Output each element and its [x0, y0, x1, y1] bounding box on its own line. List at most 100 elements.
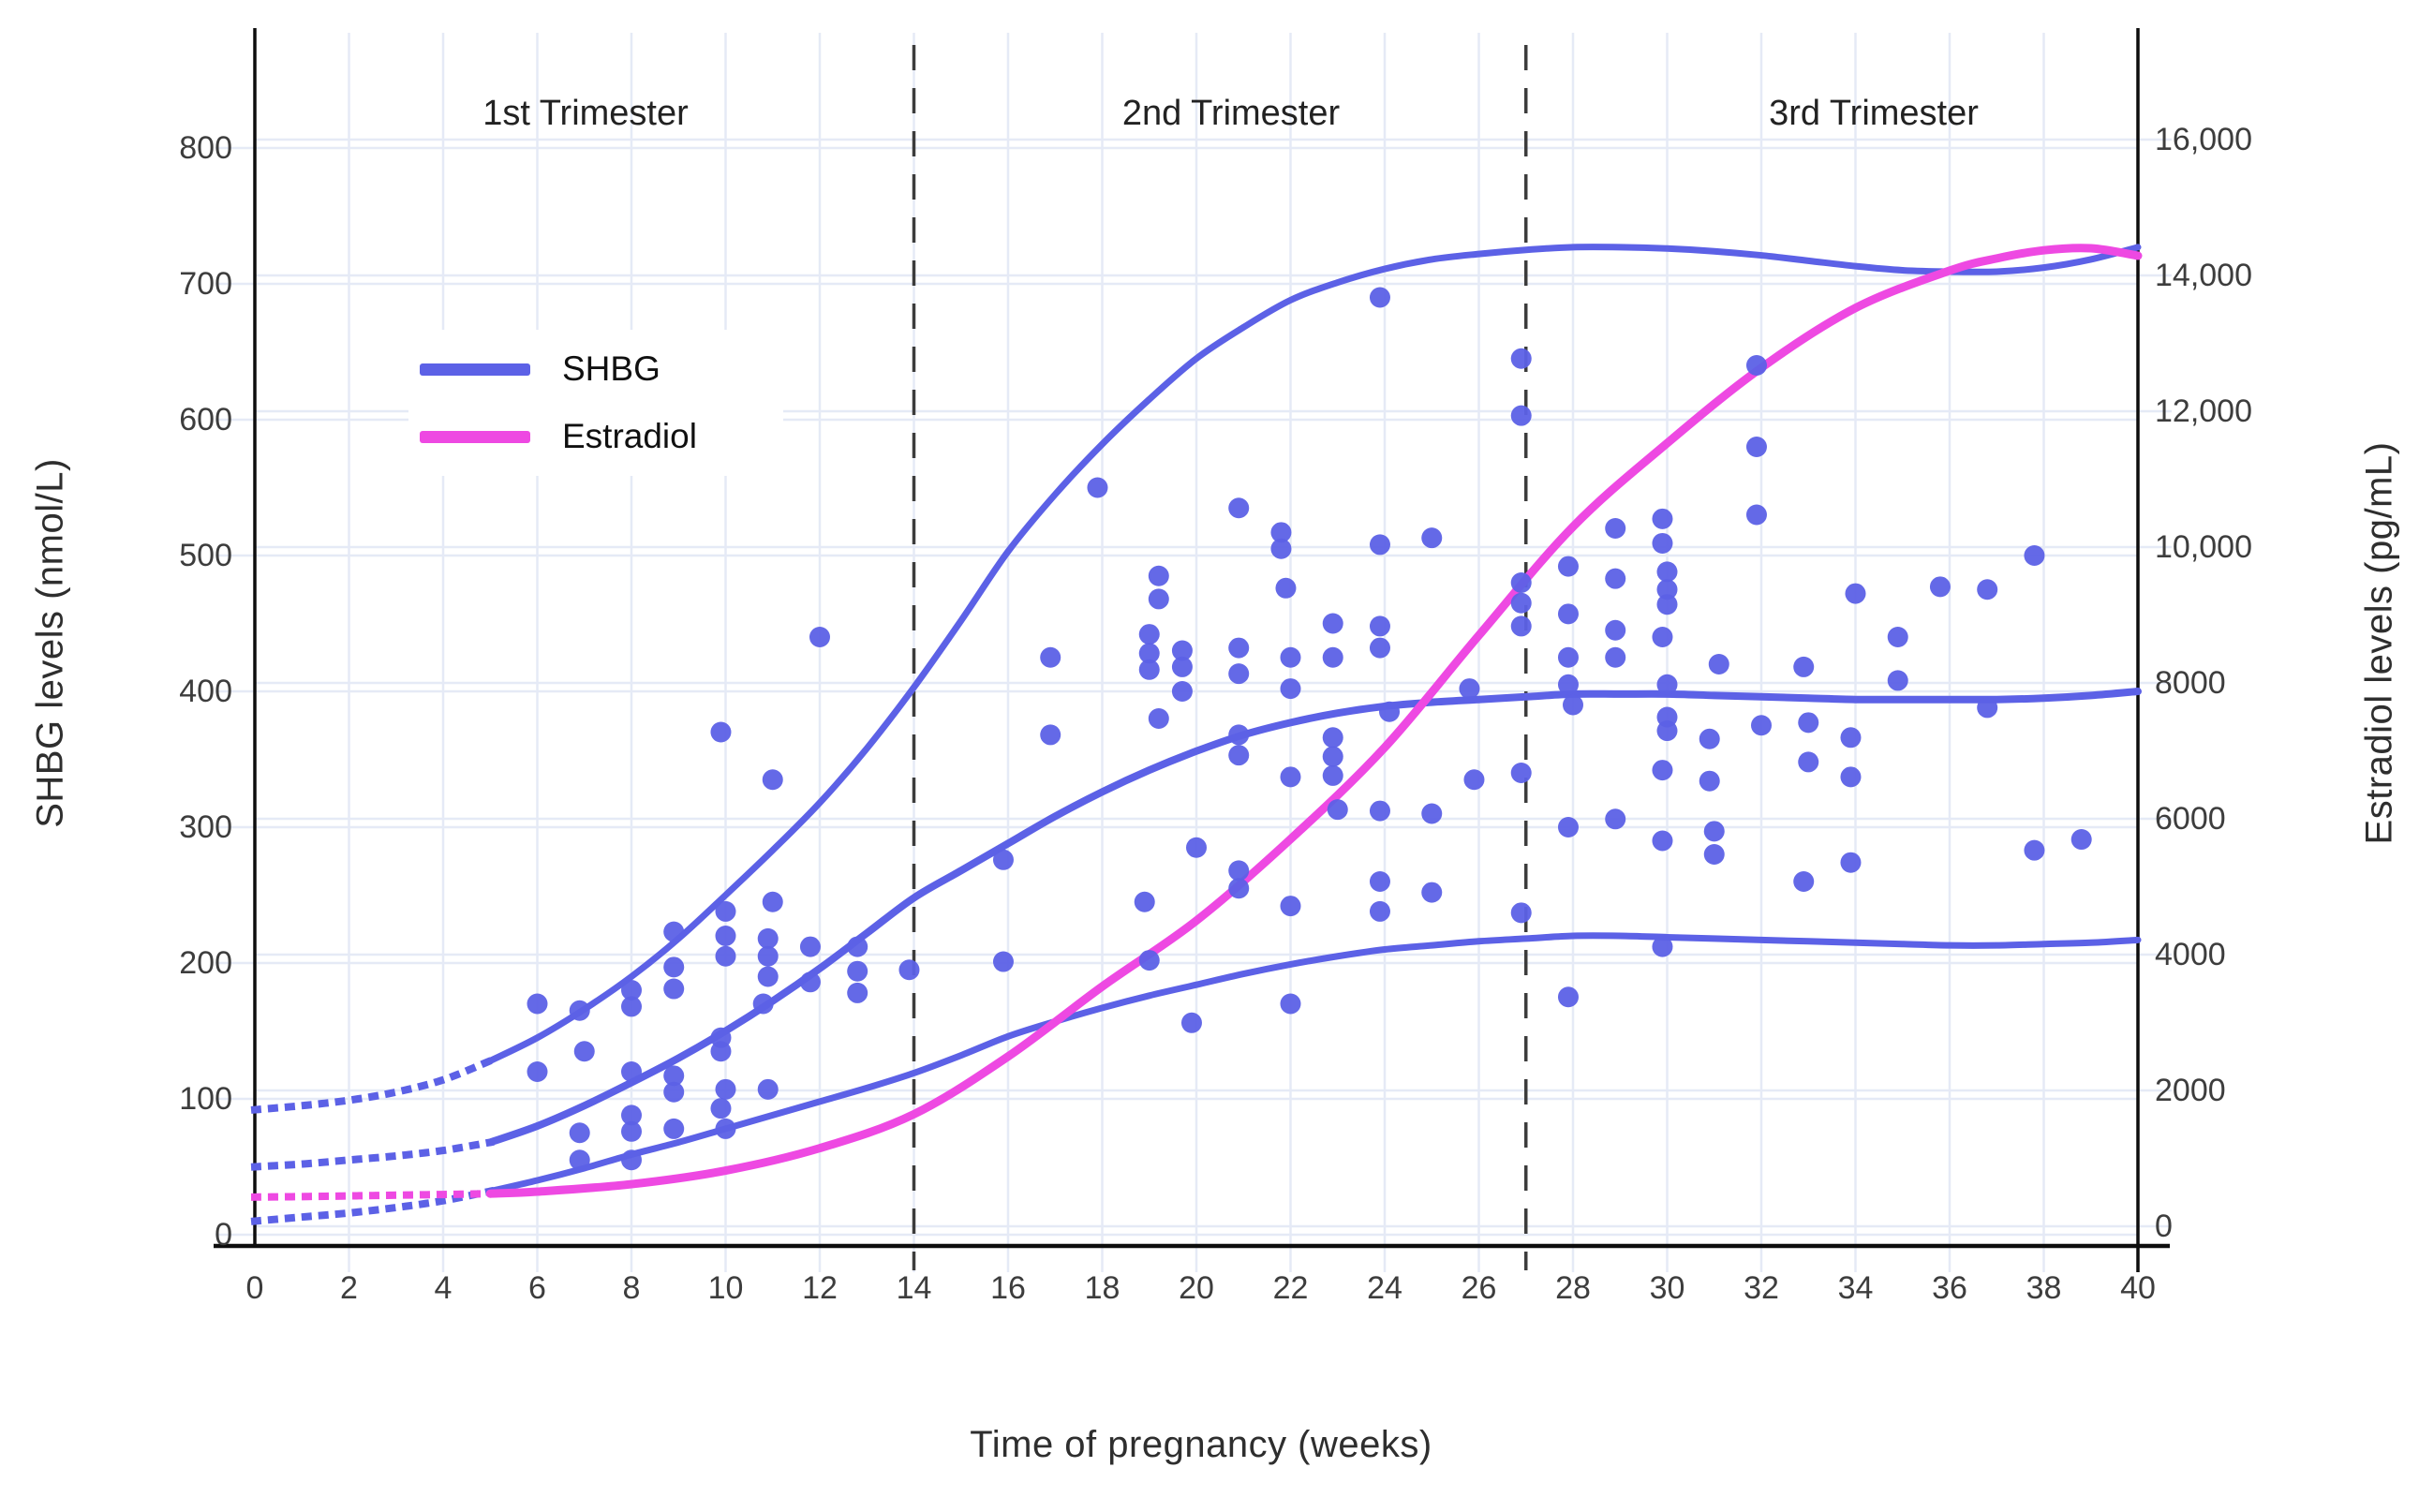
scatter-point: [1745, 504, 1767, 526]
series-shbg_median: [486, 688, 2142, 1147]
series-shbg_upper_percentile_dotted: [250, 1056, 496, 1114]
series-shbg_median_dotted: [250, 1137, 495, 1171]
x-tick-label: 38: [2026, 1270, 2062, 1306]
scatter-point: [1379, 701, 1401, 722]
trimester-1-label: 1st Trimester: [482, 94, 689, 133]
scatter-point: [1270, 538, 1292, 559]
scatter-point: [1652, 760, 1673, 781]
scatter-point: [1322, 613, 1343, 634]
y-right-tick-label: 2000: [2155, 1073, 2226, 1108]
scatter-point: [847, 982, 868, 1003]
scatter-point: [1369, 534, 1390, 556]
scatter-point: [715, 1078, 736, 1100]
scatter-point: [1699, 728, 1720, 749]
y-left-tick-label: 400: [179, 674, 232, 709]
scatter-point: [1040, 646, 1061, 668]
scatter-point: [663, 1065, 685, 1087]
scatter-point: [1798, 712, 1819, 734]
scatter-point: [847, 936, 868, 957]
shbg-line-swatch: [420, 363, 530, 376]
x-tick-label: 2: [340, 1270, 358, 1306]
scatter-point: [1270, 522, 1292, 543]
scatter-point: [1369, 615, 1390, 637]
scatter-point: [992, 951, 1014, 972]
legend-label-shbg: SHBG: [562, 349, 660, 388]
scatter-point: [1845, 583, 1866, 604]
scatter-point: [569, 1000, 590, 1021]
scatter-point: [1605, 619, 1626, 641]
scatter-point: [527, 1061, 548, 1082]
scatter-point: [1228, 637, 1250, 659]
y-left-tick-label: 700: [179, 266, 232, 302]
scatter-point: [992, 849, 1014, 870]
scatter-point: [1840, 727, 1862, 749]
scatter-point: [1138, 624, 1160, 645]
scatter-point: [799, 936, 821, 957]
scatter-point: [1138, 659, 1160, 680]
scatter-point: [762, 891, 783, 912]
series-shbg_upper_percentile: [486, 244, 2142, 1064]
scatter-point: [847, 960, 868, 982]
scatter-point: [663, 921, 685, 942]
scatter-point: [663, 956, 685, 978]
scatter-point: [1280, 678, 1301, 700]
x-tick-label: 32: [1744, 1270, 1779, 1306]
scatter-point: [1563, 694, 1583, 716]
x-tick-label: 34: [1837, 1270, 1874, 1306]
scatter-point: [527, 993, 548, 1015]
scatter-point: [621, 1149, 642, 1171]
scatter-point: [1171, 640, 1193, 661]
scatter-point: [1228, 860, 1250, 882]
x-tick-label: 20: [1179, 1270, 1214, 1306]
scatter-point: [762, 769, 783, 791]
y-left-tick-label: 200: [179, 945, 232, 981]
scatter-point: [809, 627, 830, 647]
scatter-point: [1280, 993, 1301, 1015]
trimester-3-label: 3rd Trimester: [1769, 94, 1979, 133]
scatter-point: [1171, 681, 1193, 702]
scatter-point: [1421, 882, 1443, 903]
scatter-point: [1275, 577, 1297, 599]
scatter-point: [715, 900, 736, 922]
scatter-point: [1977, 697, 1998, 719]
scatter-point: [1228, 497, 1250, 519]
scatter-point: [1322, 727, 1343, 749]
x-tick-label: 18: [1084, 1270, 1120, 1306]
scatter-point: [621, 1104, 642, 1126]
scatter-point: [757, 966, 779, 987]
scatter-point: [1656, 594, 1678, 615]
y-left-tick-label: 800: [179, 130, 232, 166]
x-tick-label: 0: [245, 1270, 264, 1306]
scatter-point: [2024, 545, 2045, 566]
scatter-point: [1228, 663, 1250, 685]
scatter-point: [1840, 766, 1862, 788]
scatter-point: [1557, 646, 1579, 668]
trimester-2-label: 2nd Trimester: [1121, 94, 1341, 133]
scatter-point: [752, 993, 774, 1015]
y-right-tick-label: 4000: [2155, 937, 2226, 972]
scatter-point: [1322, 746, 1343, 767]
scatter-point: [1656, 720, 1678, 742]
series-estradiol_dotted: [250, 1190, 495, 1201]
y-right-tick-label: 14,000: [2155, 258, 2252, 293]
scatter-point: [621, 980, 642, 1001]
scatter-point: [1148, 588, 1169, 610]
y-right-tick-label: 16,000: [2155, 122, 2252, 157]
legend: SHBG Estradiol: [408, 330, 783, 476]
x-tick-label: 16: [990, 1270, 1026, 1306]
scatter-point: [1186, 837, 1207, 858]
scatter-point: [1977, 579, 1998, 600]
scatter-point: [1369, 637, 1390, 659]
series-shbg_lower_percentile: [486, 932, 2142, 1195]
scatter-point: [1656, 561, 1678, 583]
x-tick-label: 26: [1461, 1270, 1497, 1306]
x-tick-label: 4: [434, 1270, 453, 1306]
scatter-point: [1652, 508, 1673, 529]
scatter-point: [1180, 1012, 1202, 1033]
legend-item-estradiol: Estradiol: [408, 403, 783, 470]
scatter-point: [757, 945, 779, 967]
scatter-point: [1087, 477, 1108, 498]
y-left-axis-title: SHBG levels (nmol/L): [29, 458, 71, 828]
scatter-point: [1510, 763, 1532, 783]
scatter-point: [1557, 674, 1579, 695]
